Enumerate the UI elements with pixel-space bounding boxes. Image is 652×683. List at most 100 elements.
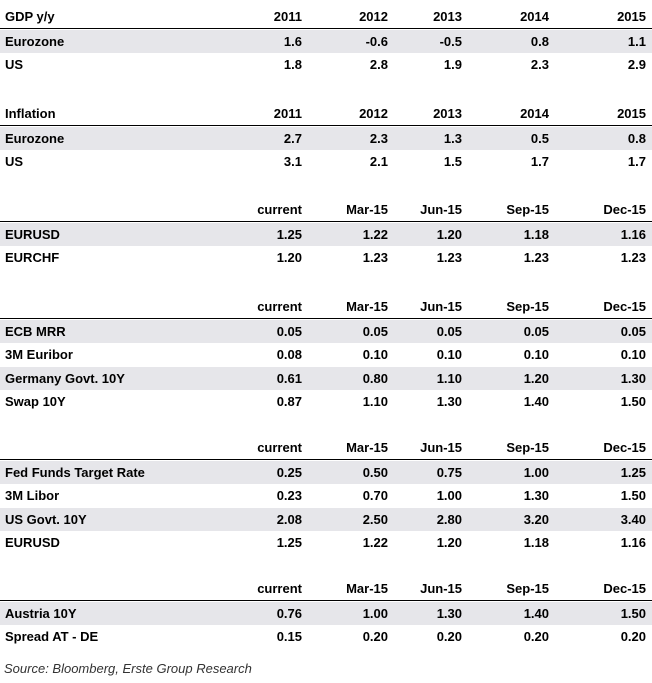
column-header: 2014 xyxy=(520,9,549,24)
table-cell: 1.50 xyxy=(620,488,646,503)
table-cell: 0.75 xyxy=(436,464,462,480)
row-label: 3M Euribor xyxy=(5,347,73,362)
table-cell: 0.20 xyxy=(436,629,462,644)
table-header: current Mar-15 Jun-15 Sep-15 Dec-15 xyxy=(0,198,652,222)
table-cell: 1.25 xyxy=(276,226,302,242)
column-header: Dec-15 xyxy=(603,440,646,455)
table-row: 3M Libor 0.23 0.70 1.00 1.30 1.50 xyxy=(0,484,652,507)
table-cell: 1.1 xyxy=(627,33,646,49)
row-label: Germany Govt. 10Y xyxy=(5,370,125,386)
table-cell: 1.40 xyxy=(523,394,549,409)
table-cell: 2.9 xyxy=(627,57,646,72)
column-header: 2013 xyxy=(433,106,462,121)
column-header: 2011 xyxy=(273,9,302,24)
table-cell: 1.25 xyxy=(620,464,646,480)
table-cell: -0.6 xyxy=(365,33,388,49)
table-cell: 2.80 xyxy=(436,511,462,527)
table-cell: 0.25 xyxy=(276,464,302,480)
table-cell: 1.16 xyxy=(620,535,646,550)
table-cell: 1.10 xyxy=(436,370,462,386)
table-cell: 1.00 xyxy=(436,488,462,503)
column-header: current xyxy=(257,299,302,314)
table-cell: 1.25 xyxy=(276,535,302,550)
column-header: 2015 xyxy=(617,9,646,24)
row-label: Fed Funds Target Rate xyxy=(5,464,145,480)
column-header: current xyxy=(257,581,302,596)
table-cell: 0.08 xyxy=(276,347,302,362)
column-header: Jun-15 xyxy=(420,581,462,596)
table-cell: 0.10 xyxy=(362,347,388,362)
table-cell: 1.10 xyxy=(362,394,388,409)
column-header: 2015 xyxy=(617,106,646,121)
table-header: current Mar-15 Jun-15 Sep-15 Dec-15 xyxy=(0,295,652,319)
table-cell: 0.10 xyxy=(620,347,646,362)
table-row: US 1.8 2.8 1.9 2.3 2.9 xyxy=(0,53,652,76)
table-cell: 0.87 xyxy=(276,394,302,409)
column-header: Sep-15 xyxy=(506,581,549,596)
table-header: current Mar-15 Jun-15 Sep-15 Dec-15 xyxy=(0,577,652,601)
table-cell: 1.50 xyxy=(620,394,646,409)
table-cell: 0.5 xyxy=(530,130,549,146)
table-cell: 0.05 xyxy=(276,323,302,339)
table-cell: 0.23 xyxy=(276,488,302,503)
source-note: Source: Bloomberg, Erste Group Research xyxy=(4,661,252,676)
table-cell: 0.70 xyxy=(362,488,388,503)
table-cell: 1.00 xyxy=(362,605,388,621)
table-header: current Mar-15 Jun-15 Sep-15 Dec-15 xyxy=(0,436,652,460)
row-label: ECB MRR xyxy=(5,323,66,339)
table-cell: 0.76 xyxy=(276,605,302,621)
column-header: Mar-15 xyxy=(346,581,388,596)
table-header: GDP y/y 2011 2012 2013 2014 2015 xyxy=(0,5,652,29)
row-label: EURCHF xyxy=(5,250,60,265)
table-cell: 1.20 xyxy=(436,535,462,550)
row-label: 3M Libor xyxy=(5,488,60,503)
table-cell: 1.8 xyxy=(283,57,302,72)
table-row: Fed Funds Target Rate 0.25 0.50 0.75 1.00 1.2… xyxy=(0,460,652,484)
table-cell: 1.5 xyxy=(443,154,462,169)
table-cell: 3.20 xyxy=(523,511,549,527)
table-cell: 2.08 xyxy=(276,511,302,527)
table-cell: 0.8 xyxy=(530,33,549,49)
row-label: Swap 10Y xyxy=(5,394,66,409)
column-header: Sep-15 xyxy=(506,202,549,217)
row-label: Austria 10Y xyxy=(5,605,77,621)
table-cell: 0.80 xyxy=(362,370,388,386)
table-row: US Govt. 10Y 2.08 2.50 2.80 3.20 3.40 xyxy=(0,507,652,531)
row-label: US xyxy=(5,57,24,72)
table-cell: 1.22 xyxy=(362,226,388,242)
table-cell: 0.20 xyxy=(620,629,646,644)
table-row: ECB MRR 0.05 0.05 0.05 0.05 0.05 xyxy=(0,319,652,343)
table-row: EURUSD 1.25 1.22 1.20 1.18 1.16 xyxy=(0,531,652,554)
column-header: 2011 xyxy=(273,106,302,121)
table-cell: 1.3 xyxy=(443,130,462,146)
table-cell: 1.40 xyxy=(523,605,549,621)
table-cell: 0.05 xyxy=(523,323,549,339)
table-cell: 1.7 xyxy=(627,154,646,169)
table-cell: 0.15 xyxy=(276,629,302,644)
table-cell: 1.18 xyxy=(523,226,549,242)
column-header: Mar-15 xyxy=(346,299,388,314)
column-header: Mar-15 xyxy=(346,440,388,455)
table-cell: 0.10 xyxy=(523,347,549,362)
table-cell: 1.22 xyxy=(362,535,388,550)
table-cell: 0.61 xyxy=(276,370,302,386)
column-header: Jun-15 xyxy=(420,440,462,455)
table-cell: 1.18 xyxy=(523,535,549,550)
table-cell: 0.10 xyxy=(436,347,462,362)
row-label: US Govt. 10Y xyxy=(5,511,87,527)
table-cell: 0.05 xyxy=(362,323,388,339)
table-cell: 1.20 xyxy=(436,226,462,242)
column-header: 2012 xyxy=(359,9,388,24)
column-header: 2012 xyxy=(359,106,388,121)
column-header: 2014 xyxy=(520,106,549,121)
table-cell: 1.7 xyxy=(530,154,549,169)
table-row: 3M Euribor 0.08 0.10 0.10 0.10 0.10 xyxy=(0,343,652,366)
table-cell: 1.23 xyxy=(620,250,646,265)
column-header: Sep-15 xyxy=(506,299,549,314)
table-cell: 1.30 xyxy=(523,488,549,503)
column-header: Jun-15 xyxy=(420,202,462,217)
table-cell: 1.23 xyxy=(362,250,388,265)
table-header: Inflation 2011 2012 2013 2014 2015 xyxy=(0,102,652,126)
table-row: Swap 10Y 0.87 1.10 1.30 1.40 1.50 xyxy=(0,390,652,413)
table-cell: 1.9 xyxy=(443,57,462,72)
